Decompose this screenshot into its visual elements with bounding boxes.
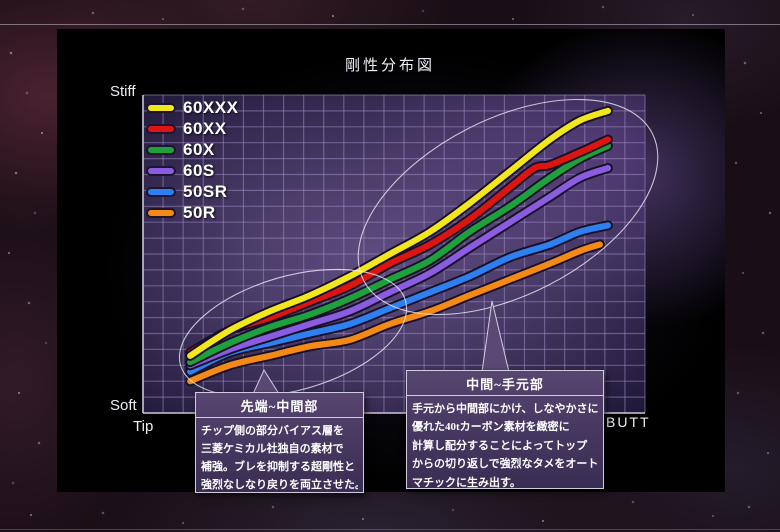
legend-item-60XXX: 60XXX: [146, 97, 238, 118]
callout-title: 先端~中間部: [196, 393, 363, 418]
stiffness-curves: [185, 105, 613, 387]
callout-line: 手元から中間部にかけ、しなやかさに: [412, 403, 598, 415]
highlight-ellipses: [178, 98, 659, 398]
callout-tip-to-middle: 先端~中間部 チップ側の部分バイアス層を 三菱ケミカル社独自の素材で 補強。ブレ…: [195, 392, 364, 493]
butt-section-ellipse: [357, 98, 659, 316]
legend-label: 60XXX: [183, 98, 239, 117]
tip-section-ellipse: [178, 268, 408, 398]
legend-item-50SR: 50SR: [146, 181, 238, 202]
callout-line: 補強。ブレを抑制する超剛性と: [201, 461, 355, 473]
x-axis-label-tip: Tip: [133, 418, 154, 435]
legend-swatch-50R: [146, 207, 176, 218]
legend-swatch-50SR: [146, 186, 176, 197]
callout-middle-to-butt: 中間~手元部 手元から中間部にかけ、しなやかさに 優れた40tカーボン素材を緻密…: [406, 370, 604, 489]
legend-label: 60X: [183, 140, 215, 159]
curve-60S: [187, 165, 611, 369]
legend-item-60XX: 60XX: [146, 118, 238, 139]
legend: 60XXX 60XX 60X 60S 50SR 50R: [146, 97, 238, 223]
curve-50R: [187, 241, 603, 385]
bottom-divider-line: [0, 529, 780, 530]
callout-line: からの切り返しで強烈なタメをオート: [412, 458, 598, 471]
legend-label: 60S: [183, 161, 215, 180]
callout-line: 計算し配分することによってトップ: [412, 439, 588, 452]
chart-title: 剛性分布図: [344, 57, 435, 74]
legend-label: 60XX: [183, 119, 227, 138]
curve-60XXX: [187, 107, 611, 359]
legend-item-60S: 60S: [146, 160, 238, 181]
legend-label: 50SR: [183, 182, 228, 201]
legend-swatch-60XXX: [146, 102, 176, 113]
top-divider-line: [0, 24, 780, 25]
y-axis-label-stiff: Stiff: [110, 83, 136, 100]
callout-title: 中間~手元部: [407, 371, 603, 396]
callout-line: マチックに生み出す。: [412, 476, 521, 489]
legend-item-60X: 60X: [146, 139, 238, 160]
callout-body: チップ側の部分バイアス層を 三菱ケミカル社独自の素材で 補強。ブレを抑制する超剛…: [196, 418, 363, 497]
legend-swatch-60S: [146, 165, 176, 176]
callout-body: 手元から中間部にかけ、しなやかさに 優れた40tカーボン素材を緻密に 計算し配分…: [407, 396, 603, 495]
y-axis-label-soft: Soft: [110, 397, 137, 414]
legend-label: 50R: [183, 203, 216, 222]
x-axis-label-butt: BUTT: [606, 414, 651, 430]
curve-60XX: [187, 136, 611, 356]
callout-line: 強烈なしなり戻りを両立させた。: [201, 479, 358, 491]
legend-swatch-60XX: [146, 123, 176, 134]
callout-line: チップ側の部分バイアス層を: [201, 425, 344, 437]
callout-line: 三菱ケミカル社独自の素材で: [201, 443, 344, 455]
legend-swatch-60X: [146, 144, 176, 155]
curve-60X: [187, 142, 611, 366]
legend-item-50R: 50R: [146, 202, 238, 223]
curve-50SR: [187, 222, 611, 375]
callout-line: 優れた40tカーボン素材を緻密に: [412, 421, 570, 434]
